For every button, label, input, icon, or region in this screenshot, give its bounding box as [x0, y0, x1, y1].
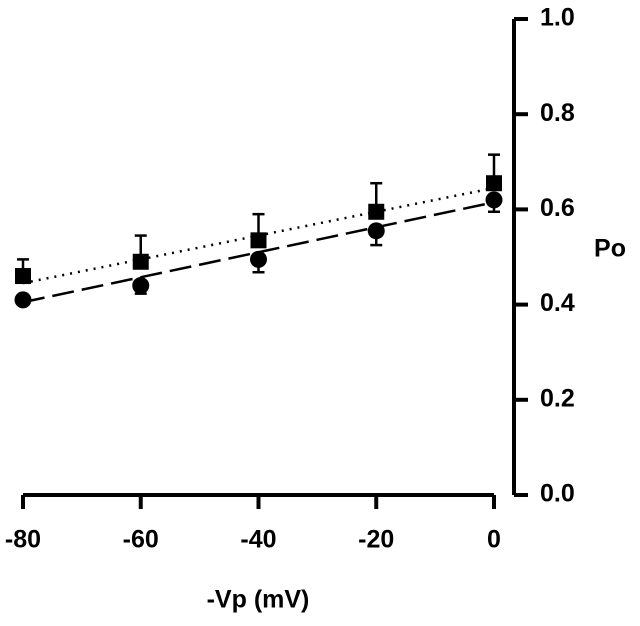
x-tick-label: -40 — [240, 526, 276, 554]
y-tick-label: 1.0 — [540, 4, 575, 32]
x-tick-label: 0 — [487, 526, 501, 554]
y-axis-label: Po — [594, 235, 626, 263]
y-tick-label: 0.2 — [540, 384, 575, 412]
point — [132, 253, 149, 270]
y-tick-label: 0.8 — [540, 99, 575, 127]
x-tick-label: -80 — [5, 526, 41, 554]
x-tick-label: -20 — [358, 526, 394, 554]
point — [368, 203, 385, 220]
point — [250, 232, 267, 249]
point — [15, 268, 31, 285]
point — [485, 191, 503, 209]
point — [14, 291, 32, 309]
x-axis-label: -Vp (mV) — [207, 586, 310, 614]
x-tick-label: -60 — [123, 526, 159, 554]
point — [250, 250, 267, 268]
point — [486, 175, 502, 192]
y-tick-label: 0.6 — [540, 194, 575, 222]
point — [367, 222, 385, 240]
point — [132, 277, 150, 295]
y-tick-label: 0.0 — [540, 480, 575, 508]
y-tick-label: 0.4 — [540, 289, 575, 317]
